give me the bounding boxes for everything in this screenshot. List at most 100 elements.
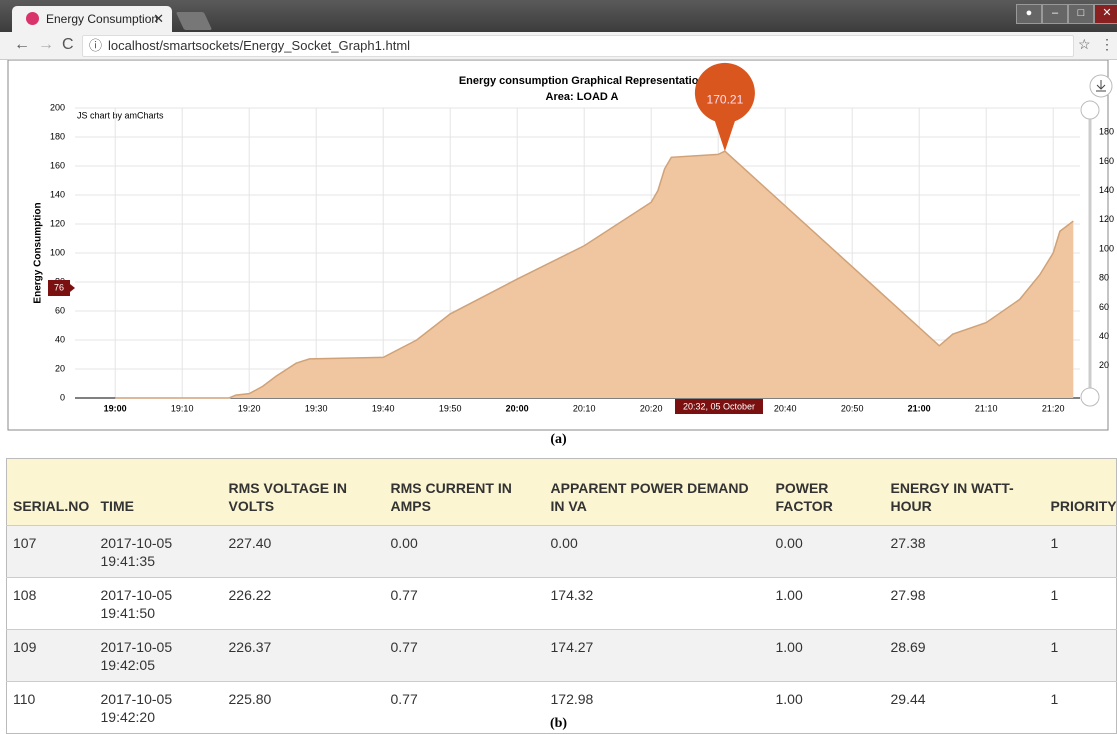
table-cell: 27.38	[884, 525, 1045, 578]
column-header: POWER FACTOR	[769, 458, 885, 526]
address-bar: ← → C ⓘ localhost/smartsockets/Energy_Soc…	[0, 32, 1117, 60]
close-window[interactable]: ✕	[1094, 4, 1117, 24]
table-cell: 174.32	[544, 577, 770, 630]
column-header: TIME	[94, 458, 223, 526]
table-cell: 0.77	[384, 681, 545, 734]
table-cell: 1	[1044, 525, 1117, 578]
chart-title: Energy consumption Graphical Representat…	[459, 75, 706, 87]
x-tick-label: 19:40	[372, 403, 395, 413]
y-axis-label: Energy Consumption	[33, 202, 44, 303]
table-cell: 174.27	[544, 629, 770, 682]
table-cell: 226.22	[222, 577, 385, 630]
cursor-y-pointer	[70, 284, 75, 292]
data-table: SERIAL.NO TIME RMS VOLTAGE IN VOLTS RMS CUR…	[6, 458, 1117, 734]
table-cell: 108	[6, 577, 95, 630]
table-cell: 0.00	[769, 525, 885, 578]
table-cell: 107	[6, 525, 95, 578]
x-tick-label: 19:30	[305, 403, 328, 413]
menu[interactable]: ⋮	[1100, 36, 1114, 52]
column-header: RMS VOLTAGE IN VOLTS	[222, 458, 385, 526]
cursor-x-label: 20:32, 05 October	[683, 401, 755, 411]
table-row: 110 2017-10-05 19:42:20 225.80 0.77 172.98 1.…	[6, 681, 1117, 734]
y2-tick-label: 40	[1099, 331, 1109, 341]
x-tick-label: 20:10	[573, 403, 596, 413]
table-cell: 29.44	[884, 681, 1045, 734]
y-tick-label: 60	[55, 305, 65, 315]
table-cell: 0.00	[544, 525, 770, 578]
column-header: PRIORITY	[1044, 458, 1117, 526]
y2-tick-label: 80	[1099, 273, 1109, 283]
scroll-handle[interactable]	[1080, 387, 1100, 407]
table-cell: 1.00	[769, 681, 885, 734]
area	[115, 151, 1074, 398]
table-cell: 0.77	[384, 629, 545, 682]
table-cell: 1.00	[769, 577, 885, 630]
x-tick-label: 21:10	[975, 403, 998, 413]
y-tick-label: 120	[50, 218, 65, 228]
browser-tab[interactable]: Energy Consumption ✕	[12, 6, 172, 32]
reload[interactable]: C	[62, 36, 74, 53]
y2-tick-label: 100	[1099, 243, 1114, 253]
scroll-handle[interactable]	[1080, 100, 1100, 120]
x-tick-label: 20:40	[774, 403, 797, 413]
x-tick-label: 19:10	[171, 403, 194, 413]
tab-icon	[26, 12, 39, 25]
table-row: 108 2017-10-05 19:41:50 226.22 0.77 174.32 1.…	[6, 577, 1117, 630]
bookmark[interactable]: ☆	[1078, 36, 1091, 52]
header-row: SERIAL.NO TIME RMS VOLTAGE IN VOLTS RMS CUR…	[6, 458, 1117, 526]
y-tick-label: 100	[50, 247, 65, 257]
x-tick-label: 19:50	[439, 403, 462, 413]
y-tick-label: 0	[60, 392, 65, 402]
table-cell: 2017-10-05 19:41:50	[94, 577, 223, 630]
table-cell: 2017-10-05 19:42:05	[94, 629, 223, 682]
column-header: SERIAL.NO	[6, 458, 95, 526]
x-tick-label: 20:50	[841, 403, 864, 413]
table-cell: 0.00	[384, 525, 545, 578]
y-tick-label: 200	[50, 102, 65, 112]
y-tick-label: 40	[55, 334, 65, 344]
export-icon	[1096, 80, 1106, 92]
x-tick-label: 21:20	[1042, 403, 1065, 413]
url: localhost/smartsockets/Energy_Socket_Gra…	[108, 38, 411, 53]
maximize[interactable]: □	[1068, 4, 1094, 24]
table-cell: 109	[6, 629, 95, 682]
table-cell: 0.77	[384, 577, 545, 630]
y2-tick-label: 120	[1099, 214, 1114, 224]
tab-bar: Energy Consumption ✕ ● – □ ✕	[0, 0, 1117, 32]
balloon	[694, 62, 755, 152]
table-cell: 2017-10-05 19:41:35	[94, 525, 223, 578]
table-row: 109 2017-10-05 19:42:05 226.37 0.77 174.27 1.…	[6, 629, 1117, 682]
tab-title: Energy Consumption	[46, 12, 159, 26]
table-cell: 110	[6, 681, 95, 734]
back[interactable]: ←	[14, 36, 30, 53]
user-button[interactable]: ●	[1016, 4, 1042, 24]
y-tick-label: 180	[50, 131, 65, 141]
table-cell: 1	[1044, 681, 1117, 734]
new-tab[interactable]	[175, 12, 213, 30]
x-tick-label: 20:20	[640, 403, 663, 413]
balloon-label: 170.21	[707, 92, 744, 106]
y2-tick-label: 180	[1099, 127, 1114, 137]
table-cell: 1.00	[769, 629, 885, 682]
table-cell: 1	[1044, 577, 1117, 630]
table-cell: 27.98	[884, 577, 1045, 630]
line	[115, 150, 1074, 399]
table-cell: 227.40	[222, 525, 385, 578]
y2-tick-label: 20	[1099, 360, 1109, 370]
x-tick-label: 19:00	[104, 403, 127, 413]
url-box[interactable]: ⓘ localhost/smartsockets/Energy_Socket_Gr…	[82, 35, 1074, 57]
forward[interactable]: →	[38, 36, 54, 53]
y-tick-label: 160	[50, 160, 65, 170]
table-cell: 226.37	[222, 629, 385, 682]
y-tick-label: 20	[55, 363, 65, 373]
table-cell: 2017-10-05 19:42:20	[94, 681, 223, 734]
y2-tick-label: 160	[1099, 156, 1114, 166]
x-tick-label: 19:20	[238, 403, 261, 413]
column-header: RMS CURRENT IN AMPS	[384, 458, 545, 526]
credit: JS chart by amCharts	[77, 110, 164, 120]
x-tick-label: 20:00	[506, 403, 529, 413]
tab-close[interactable]: ✕	[153, 11, 164, 26]
minimize[interactable]: –	[1042, 4, 1068, 24]
